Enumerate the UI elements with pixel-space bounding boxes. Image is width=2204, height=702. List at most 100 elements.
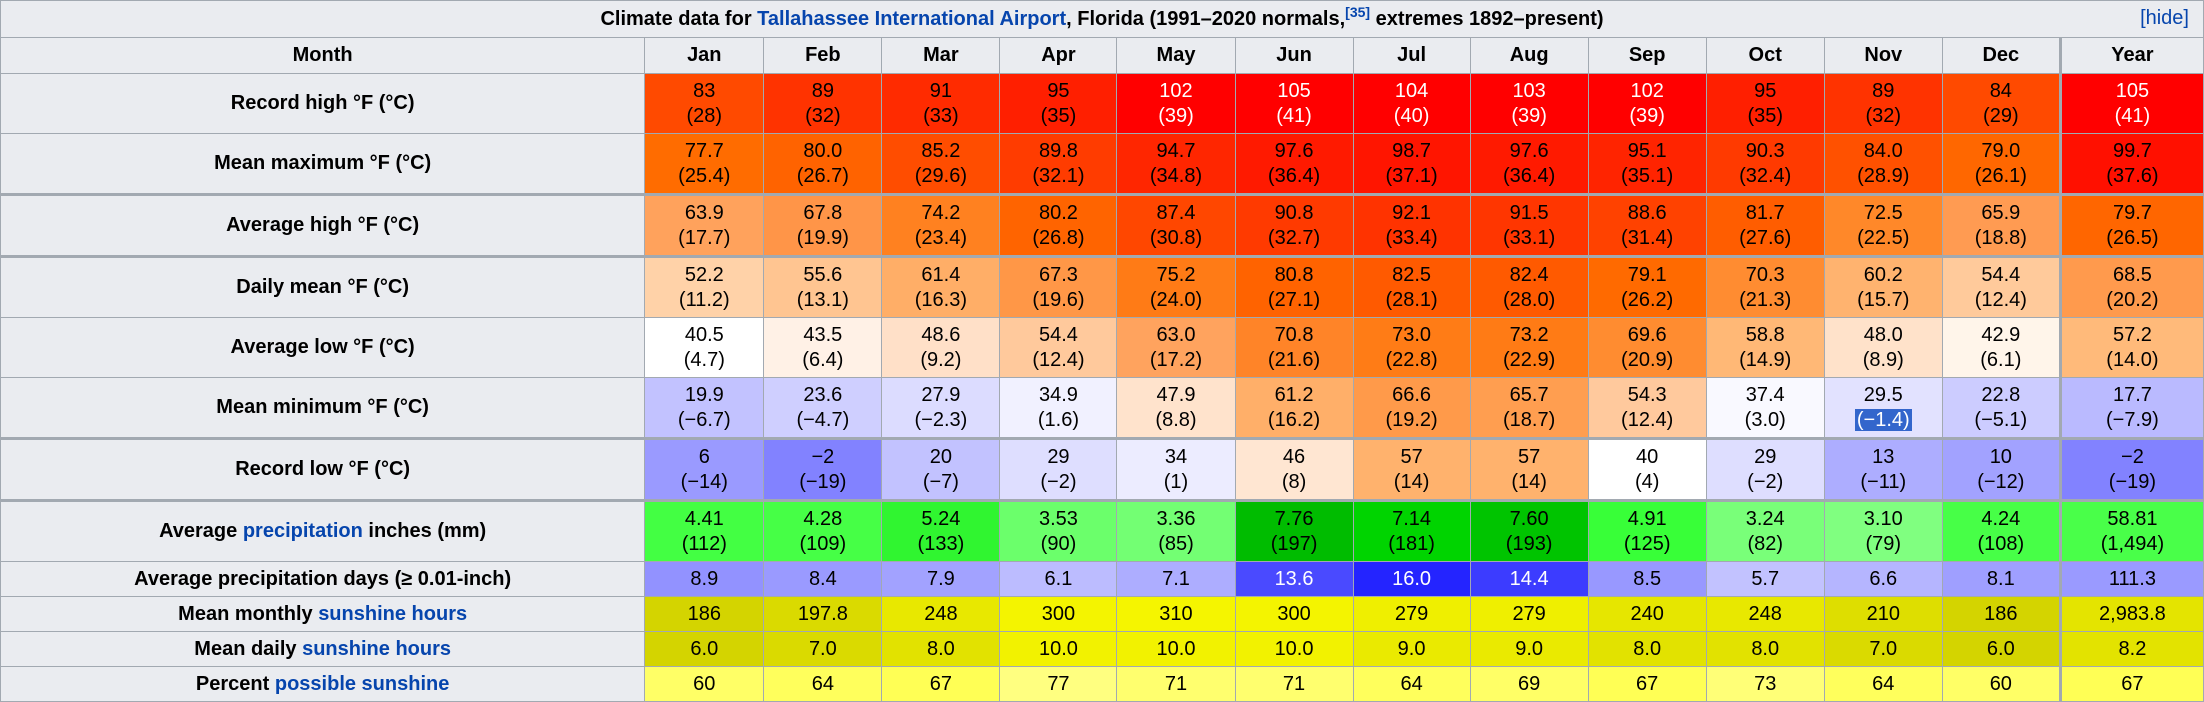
cell-value: 67 (929, 672, 953, 695)
data-cell: 79.0 (26.1) (1941, 133, 2061, 195)
cell-celsius-value: (28.9) (1825, 164, 1941, 189)
celsius-text: (−6.7) (677, 408, 731, 431)
cell-value: 90.8 (1274, 201, 1314, 224)
cell-celsius-value: (−2) (1001, 470, 1116, 495)
data-cell: 197.8 (763, 596, 883, 632)
celsius-text: (−7) (922, 470, 959, 493)
cell-value: 84 (1989, 79, 2012, 102)
table-row: Average precipitation inches (mm) 4.41 (11… (0, 499, 2204, 562)
data-cell: 8.5 (1587, 561, 1707, 597)
month-header-dec: Dec (1941, 37, 2061, 74)
data-cell: 79.7 (26.5) (2058, 193, 2204, 257)
celsius-text: (34.8) (1149, 164, 1203, 187)
celsius-text: (20.9) (1621, 348, 1674, 371)
celsius-text: (22.8) (1385, 348, 1438, 371)
data-cell: 88.6 (31.4) (1587, 193, 1707, 257)
data-cell: 98.7 (37.1) (1352, 133, 1471, 195)
data-cell: 3.10 (79) (1823, 499, 1943, 562)
cell-celsius-value: (39) (1118, 104, 1234, 129)
cell-value: 97.6 (1274, 139, 1314, 162)
celsius-text: (26.7) (796, 164, 849, 187)
row-label: Daily mean °F (°C) (0, 255, 646, 318)
cell-value: 3.10 (1863, 507, 1903, 530)
cell-value: 70.8 (1274, 323, 1314, 346)
celsius-text: (14.0) (2106, 348, 2159, 371)
cell-value: 9.0 (1515, 637, 1544, 660)
data-cell: −2 (−19) (2058, 437, 2204, 501)
month-header-apr: Apr (999, 37, 1118, 74)
reference-link[interactable]: [35] (1345, 3, 1371, 20)
cell-value: 92.1 (1392, 201, 1432, 224)
row-label-link[interactable]: sunshine hours (318, 602, 468, 625)
data-cell: 5.7 (1705, 561, 1825, 597)
celsius-text: (32) (1865, 104, 1902, 127)
cell-celsius-value: (125) (1589, 532, 1705, 557)
cell-value: 10.0 (1038, 637, 1078, 660)
cell-value: 97.6 (1509, 139, 1549, 162)
celsius-text: (14.9) (1739, 348, 1792, 371)
month-header-jul: Jul (1352, 37, 1471, 74)
cell-celsius-value: (15.7) (1825, 288, 1941, 313)
data-cell: 105 (41) (2058, 73, 2204, 134)
celsius-text: (−5.1) (1974, 408, 2028, 431)
cell-celsius-value: (32.1) (1001, 164, 1116, 189)
data-cell: 61.4 (16.3) (881, 255, 1001, 318)
data-cell: 64 (1352, 666, 1471, 702)
cell-value: 7.9 (926, 567, 955, 590)
cell-value: 80.0 (803, 139, 843, 162)
cell-value: 98.7 (1392, 139, 1432, 162)
celsius-text: (−14) (680, 470, 728, 493)
cell-value: 43.5 (803, 323, 843, 346)
celsius-text: (29.6) (914, 164, 968, 187)
cell-value: 7.0 (808, 637, 837, 660)
celsius-text: (36.4) (1503, 164, 1556, 187)
row-label-link[interactable]: precipitation (242, 520, 363, 542)
celsius-text: (109) (799, 532, 847, 555)
cell-celsius-value: (−2.3) (883, 408, 999, 433)
celsius-text: (82) (1747, 532, 1784, 555)
cell-value: 77.7 (684, 139, 724, 162)
data-cell: 19.9 (−6.7) (644, 377, 765, 439)
celsius-text: (32.1) (1032, 164, 1085, 187)
celsius-text: (8) (1281, 470, 1307, 493)
cell-celsius-value: (25.4) (646, 164, 763, 189)
cell-celsius-value: (22.8) (1354, 348, 1469, 373)
data-cell: 7.60 (193) (1469, 499, 1589, 562)
cell-value: 34.9 (1038, 383, 1078, 406)
data-cell: 85.2 (29.6) (881, 133, 1001, 195)
cell-celsius-value: (36.4) (1471, 164, 1587, 189)
month-header-may: May (1116, 37, 1236, 74)
data-cell: −2 (−19) (763, 437, 883, 501)
data-cell: 248 (881, 596, 1001, 632)
celsius-text: (4.7) (683, 348, 725, 371)
cell-value: 80.8 (1274, 263, 1314, 286)
airport-link[interactable]: Tallahassee International Airport (757, 7, 1067, 30)
cell-value: 7.0 (1869, 637, 1898, 660)
cell-value: 85.2 (921, 139, 961, 162)
row-label-link[interactable]: sunshine hours (302, 637, 451, 660)
data-cell: 8.9 (644, 561, 765, 597)
cell-value: 73.0 (1392, 323, 1432, 346)
cell-celsius-value: (33) (883, 104, 999, 129)
data-cell: 29.5 (−1.4) (1823, 377, 1943, 439)
cell-celsius-value: (27.6) (1707, 226, 1823, 251)
celsius-text: (32.7) (1267, 226, 1321, 249)
celsius-text: (11.2) (678, 288, 730, 311)
data-cell: 60 (1941, 666, 2061, 702)
data-cell: 68.5 (20.2) (2058, 255, 2204, 318)
row-label-link[interactable]: possible sunshine (274, 672, 450, 695)
cell-celsius-value: (13.1) (765, 288, 881, 313)
cell-celsius-value: (79) (1825, 532, 1941, 557)
data-cell: 102 (39) (1116, 73, 1236, 134)
celsius-text: (12.4) (1032, 348, 1085, 371)
celsius-text: (29) (1983, 104, 2019, 127)
row-label: Record low °F (°C) (0, 437, 646, 501)
cell-celsius-value: (−12) (1943, 470, 2059, 495)
celsius-text: (−2) (1747, 470, 1784, 493)
cell-celsius-value: (40) (1354, 104, 1469, 129)
hide-toggle-link[interactable]: [hide] (2140, 7, 2189, 29)
data-cell: 7.14 (181) (1352, 499, 1471, 562)
data-cell: 55.6 (13.1) (763, 255, 883, 318)
celsius-text: (16.2) (1267, 408, 1321, 431)
celsius-text: (37.6) (2106, 164, 2159, 187)
